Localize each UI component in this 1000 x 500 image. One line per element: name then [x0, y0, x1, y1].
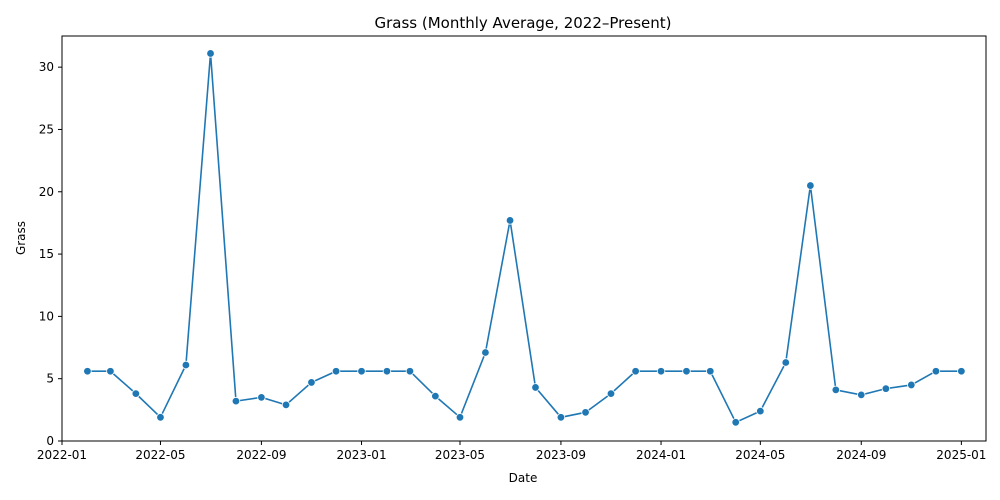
y-tick-label: 30 [39, 60, 54, 74]
x-tick-label: 2022-09 [236, 448, 286, 462]
y-tick-label: 5 [46, 372, 54, 386]
x-tick-label: 2025-01 [936, 448, 986, 462]
data-point [206, 49, 215, 58]
y-tick-label: 15 [39, 247, 54, 261]
data-point [931, 367, 941, 376]
x-tick-label: 2023-09 [536, 448, 586, 462]
y-axis-label: Grass [14, 221, 28, 255]
y-tick-label: 10 [39, 309, 54, 323]
data-point [907, 380, 916, 390]
x-axis: 2022-01 2022-05 2022-09 2023-01 2023-05 2023-… [37, 441, 986, 462]
x-tick-label: 2024-05 [735, 448, 785, 462]
data-point [806, 181, 815, 190]
data-point [281, 400, 291, 410]
data-point [606, 389, 616, 398]
x-tick-label: 2022-01 [37, 448, 87, 462]
data-point [83, 367, 92, 376]
data-point [531, 383, 540, 392]
data-point [331, 367, 341, 376]
data-point [181, 360, 191, 370]
data-point [581, 408, 590, 417]
data-point [257, 393, 266, 402]
data-point [106, 367, 115, 376]
x-tick-label: 2023-01 [336, 448, 386, 462]
data-point [505, 216, 515, 225]
data-point [682, 367, 691, 376]
x-tick-label: 2024-01 [636, 448, 686, 462]
y-axis: 0 5 10 15 20 25 30 [39, 60, 62, 448]
data-point [455, 413, 465, 422]
data-point [957, 367, 966, 376]
y-tick-label: 25 [39, 122, 54, 136]
x-tick-label: 2023-05 [435, 448, 485, 462]
data-point [131, 389, 141, 398]
data-point [431, 391, 440, 401]
data-point [857, 390, 866, 400]
data-point [831, 385, 841, 395]
data-point [881, 384, 891, 393]
x-tick-label: 2022-05 [135, 448, 185, 462]
series-line-grass [87, 53, 962, 424]
data-point [382, 367, 392, 376]
data-point [756, 406, 765, 416]
data-point [631, 367, 640, 376]
data-point [781, 358, 790, 367]
plot-area: 2022-01 2022-05 2022-09 2023-01 2023-05 2023-… [37, 35, 987, 462]
data-point [706, 367, 715, 376]
x-tick-label: 2024-09 [836, 448, 886, 462]
y-tick-label: 0 [46, 434, 54, 448]
data-point [357, 367, 366, 376]
y-tick-label: 20 [39, 185, 54, 199]
data-point [731, 418, 740, 427]
data-point [156, 413, 165, 422]
data-point [231, 396, 241, 406]
data-point [656, 367, 666, 376]
chart-title: Grass (Monthly Average, 2022–Present) [375, 14, 672, 32]
data-point [481, 348, 490, 357]
series-markers [83, 49, 966, 427]
x-axis-label: Date [509, 471, 538, 485]
data-point [307, 378, 316, 387]
data-point [405, 367, 415, 376]
plot-frame [61, 35, 987, 442]
data-point [556, 413, 566, 422]
